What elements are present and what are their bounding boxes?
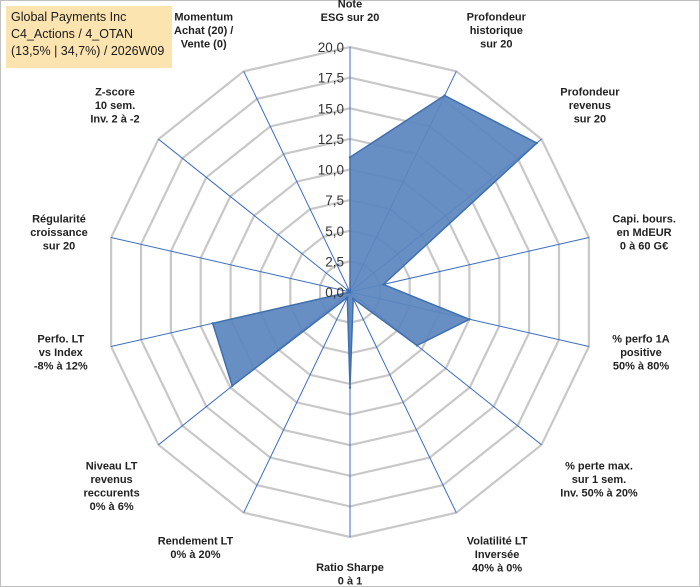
tick-label-0: 0,0 [325, 285, 344, 300]
axis-label-line: 40% à 0% [472, 562, 522, 574]
axis-label-line: revenus [90, 474, 132, 486]
company-name: Global Payments Inc [11, 10, 127, 24]
axis-label-9: Niveau LT revenus reccurents 0% à 6% [83, 461, 139, 514]
axis-label-line: sur 20 [43, 241, 75, 253]
spoke-6 [349, 291, 457, 513]
axis-label-line: Z-score [95, 86, 135, 98]
axis-label-11: Régularité croissance sur 20 [30, 214, 87, 253]
axis-label-line: Niveau LT [86, 461, 138, 473]
axis-label-line: en MdEUR [617, 227, 672, 239]
spoke-11 [110, 237, 351, 293]
axis-label-line: Inv. 50% à 20% [560, 488, 638, 500]
axis-label-line: Volatilité LT [467, 535, 528, 547]
axis-label-line: % perfo 1A [612, 333, 670, 345]
data-point-12 [345, 288, 349, 291]
data-point-4 [468, 318, 471, 321]
data-point-8 [346, 296, 349, 299]
tick-label-6: 15,0 [318, 101, 344, 116]
axis-label-line: positive [620, 347, 662, 359]
axis-label-line: vs Index [39, 347, 84, 359]
axis-label-line: Inversée [475, 549, 520, 561]
data-point-7 [348, 386, 352, 389]
axis-label-1: Profondeur historique sur 20 [467, 12, 527, 51]
axis-label-line: Vente (0) [181, 39, 227, 51]
data-point-13 [348, 290, 352, 294]
axis-label-line: 0% à 6% [90, 501, 134, 513]
spoke-13 [243, 71, 351, 293]
spoke-3 [349, 237, 590, 293]
data-point-10 [211, 322, 214, 325]
axis-label-line: revenus [569, 100, 611, 112]
axis-label-line: Note [338, 0, 362, 11]
data-point-3 [382, 283, 385, 286]
portfolio-label: C4_Actions / 4_OTAN [11, 27, 134, 41]
axis-label-7: Ratio Sharpe 0 à 1 [316, 562, 384, 587]
data-point-5 [415, 344, 419, 347]
data-point-9 [231, 384, 234, 388]
axis-label-13: Momentum Achat (20) / Vente (0) [174, 12, 233, 51]
axis-label-line: sur 1 sem. [572, 474, 626, 486]
axis-label-line: sur 20 [574, 113, 606, 125]
axis-label-line: historique [470, 25, 523, 37]
axis-label-line: Capi. bours. [612, 214, 676, 226]
chart-title-box: Global Payments Inc C4_Actions / 4_OTAN … [6, 6, 172, 68]
axis-label-line: 0% à 20% [170, 549, 220, 561]
tick-label-4: 10,0 [318, 163, 344, 178]
data-point-2 [535, 141, 538, 145]
axis-label-line: ESG sur 20 [321, 12, 380, 24]
axis-label-line: reccurents [83, 488, 139, 500]
axis-label-line: Profondeur [560, 86, 620, 98]
data-point-0 [348, 156, 352, 159]
performance-label: (13,5% | 34,7%) / 2026W09 [11, 44, 165, 58]
spoke-12 [158, 138, 351, 293]
axis-label-line: sur 20 [480, 39, 512, 51]
tick-label-2: 5,0 [325, 224, 344, 239]
axis-label-line: Momentum [174, 12, 233, 24]
axis-label-8: Rendement LT 0% à 20% [158, 535, 234, 561]
axis-label-4: % perfo 1A positive 50% à 80% [612, 333, 670, 372]
axis-label-10: Perfo. LT vs Index -8% à 12% [34, 333, 88, 372]
axis-label-2: Profondeur revenus sur 20 [560, 86, 620, 125]
axis-label-line: Achat (20) / [174, 25, 233, 37]
axis-label-line: Rendement LT [158, 535, 234, 547]
axis-label-line: 50% à 80% [613, 360, 669, 372]
tick-label-3: 7,5 [325, 193, 344, 208]
axis-label-line: Régularité [32, 214, 86, 226]
axis-label-6: Volatilité LT Inversée 40% à 0% [467, 535, 528, 574]
axis-label-line: -8% à 12% [34, 360, 88, 372]
tick-label-8: 20,0 [318, 40, 344, 55]
axis-label-line: 10 sem. [95, 100, 135, 112]
axis-label-line: 0 à 60 G€ [620, 241, 668, 253]
spoke-8 [243, 291, 351, 513]
tick-label-5: 12,5 [318, 132, 344, 147]
axis-label-line: Profondeur [467, 12, 527, 24]
axis-label-line: Perfo. LT [37, 333, 84, 345]
tick-label-7: 17,5 [318, 71, 344, 86]
axis-label-5: % perte max. sur 1 sem. Inv. 50% à 20% [560, 461, 638, 500]
data-point-1 [443, 94, 446, 97]
axis-label-12: Z-score 10 sem. Inv. 2 à -2 [90, 86, 139, 125]
axis-label-line: 0 à 1 [338, 576, 362, 587]
axis-label-line: % perte max. [565, 461, 633, 473]
tick-label-1: 2,5 [325, 254, 344, 269]
axis-label-line: croissance [30, 227, 87, 239]
axis-label-0: Note ESG sur 20 [321, 0, 380, 24]
data-point-6 [352, 297, 355, 300]
axis-label-line: Inv. 2 à -2 [90, 113, 139, 125]
axis-label-line: Ratio Sharpe [316, 562, 384, 574]
axis-label-3: Capi. bours. en MdEUR 0 à 60 G€ [612, 214, 676, 253]
